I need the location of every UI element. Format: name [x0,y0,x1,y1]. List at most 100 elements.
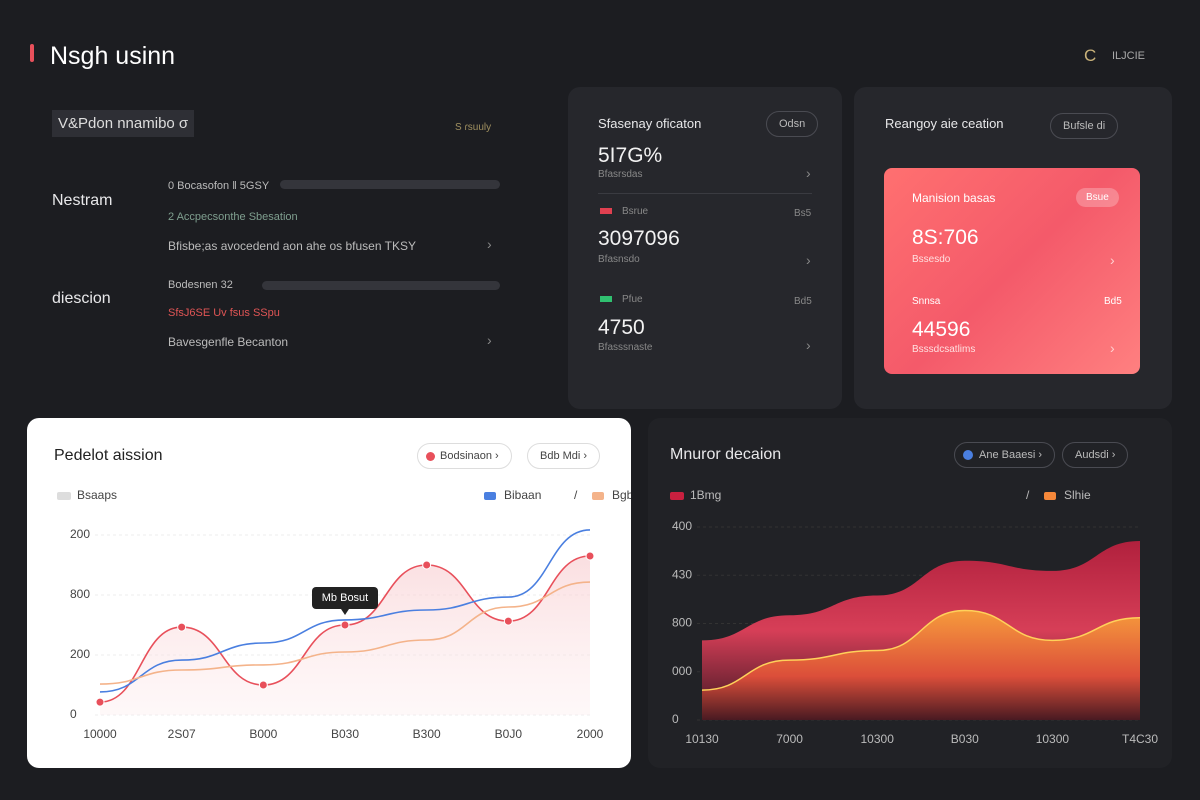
x-tick-label: 2S07 [168,727,196,741]
card-button[interactable]: Bufsle di [1050,113,1119,139]
card-button[interactable]: Odsn [766,111,819,137]
legend-label: Bgbae [612,488,631,502]
stat-value: 4750 [598,316,645,339]
item: 0 Bocasofon ǁ 5GSY [168,180,270,192]
legend-separator: / [574,488,578,502]
stat-label: Snnsa [912,296,941,307]
pill[interactable]: Bsue [1076,188,1119,207]
y-tick-label: 800 [672,616,692,630]
x-tick-label: 10000 [83,727,117,741]
x-tick-label: B0J0 [495,727,523,741]
line-chart-card: Pedelot aission Bodsinaon › Bdb Mdi › 0 2… [27,418,631,768]
y-tick-label: 400 [672,519,692,533]
highlight-box: Manision basas Bsue 8S:706 Bssesdo › Snn… [884,168,1140,374]
chart-button[interactable]: Ane Baaesi › [954,442,1055,468]
stat-value: 8S:706 [912,226,979,249]
tooltip-tip [341,609,349,615]
area-chart-card: Mnuror decaion Ane Baaesi › Audsdi › 0 00… [648,418,1172,768]
item: Bodesnen 32 [168,279,233,291]
x-tick-label: B000 [249,727,277,741]
legend-swatch [592,492,604,500]
item[interactable]: Bavesgenfle Becanton [168,335,289,349]
dot [963,450,973,460]
app-title: Nsgh usinn [50,42,176,70]
badge: S ɾsuuly [455,122,492,133]
x-tick-label: 10130 [685,732,719,746]
chevron: › [487,332,492,348]
section-label: Nestram [52,192,113,209]
area-edge [701,609,1141,691]
stat-value: 5I7G% [598,144,663,167]
chevron: › [487,236,492,252]
legend-label: 1Bmg [690,488,721,502]
swatch [600,296,612,302]
progress [280,180,500,189]
chart-title: Mnuror decaion [670,446,782,463]
stat-caption: Bfasnsdo [598,254,640,265]
item: 2 Accpecsonthe Sbesation [168,211,298,223]
chevron: › [1110,252,1115,268]
y-tick-label: 800 [70,587,90,601]
line [99,529,591,693]
highlight-card: Reangoy aie ceation Bufsle di Manision b… [854,87,1172,409]
x-tick-label: 2000 [577,727,604,741]
x-tick-label: T4C30 [1122,732,1158,746]
chart: 0 200 800 200 10000 2S07 B000 B030 B300 B0J0 2000 B… [57,488,631,741]
point [340,620,350,630]
chart-button[interactable]: Bdb Mdi › [527,443,601,469]
chart-button[interactable]: Audsdi › [1062,442,1129,468]
legend-swatch [57,492,71,500]
progress [262,281,500,290]
tooltip-label: Mb Bosut [322,592,368,604]
legend-swatch [670,492,684,500]
stat-side: Bd5 [1104,296,1122,307]
card-title: Reangoy aie ceation [885,116,1004,131]
icon[interactable]: C [1084,46,1097,65]
point [422,560,432,570]
stat-side: Bs5 [794,208,812,219]
section-label: diescion [52,290,111,307]
legend-separator: / [1026,488,1030,502]
stat-caption: Bsssdcsatlims [912,344,976,355]
point [258,680,268,690]
point [177,622,187,632]
item[interactable]: Bfisbe;as avocedend aon ahe os bfusen TK… [168,239,416,253]
x-tick-label: 7000 [776,732,803,746]
stat-value: 44596 [912,318,971,341]
chevron: › [1110,340,1115,356]
legend-label: Bsaaps [77,488,117,502]
header-action[interactable]: ILJCIE [1112,50,1146,62]
legend-swatch [484,492,496,500]
x-tick-label: B030 [951,732,979,746]
chart-button[interactable]: Bodsinaon › [417,443,512,469]
stats-card: Sfasenay oficaton Odsn 5I7G% Bfasrsdas ›… [568,87,842,409]
x-tick-label: 10300 [1036,732,1070,746]
stat-label: Pfue [622,294,643,305]
x-tick-label: 10300 [861,732,895,746]
legend-swatch [1044,492,1056,500]
chart-title: Pedelot aission [54,447,163,464]
stat-side: Bd5 [794,296,812,307]
button-label: Bdb Mdi [540,450,581,462]
line-fill [100,556,590,715]
chevron: › [806,252,811,268]
y-tick-label: 430 [672,567,692,581]
button-label: Audsdi [1075,449,1109,461]
point [95,697,105,707]
accent [30,44,34,62]
stat-caption: Bfasssnaste [598,342,653,353]
y-tick-label: 200 [70,647,90,661]
dot [426,452,435,461]
swatch [600,208,612,214]
card-title: Sfasenay oficaton [598,116,702,131]
x-tick-label: B300 [413,727,441,741]
y-tick-label: 000 [672,664,692,678]
y-tick-label: 0 [672,712,679,726]
button-label: Bodsinaon [440,450,492,462]
point [503,616,513,626]
divider [598,193,812,194]
y-tick-label: 0 [70,707,77,721]
y-tick-label: 200 [70,527,90,541]
legend-label: Slhie [1064,488,1091,502]
